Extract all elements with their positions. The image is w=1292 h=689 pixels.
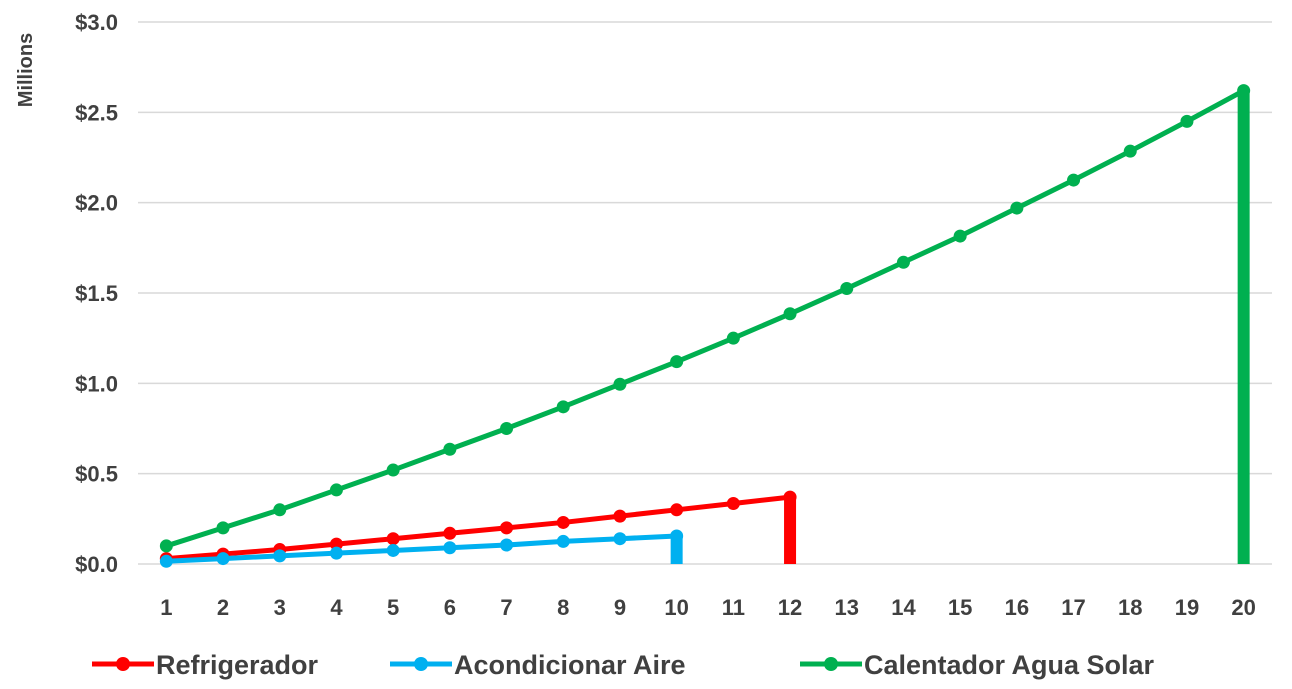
series-line (163, 88, 1247, 549)
legend: Refrigerador Acondicionar Aire Calentador … (92, 650, 1155, 680)
data-point (613, 377, 627, 391)
legend-swatch-marker (824, 657, 838, 671)
y-tick-label: $2.0 (75, 191, 118, 216)
y-tick-label: $1.0 (75, 371, 118, 396)
x-tick-label: 16 (1005, 595, 1029, 620)
data-point (670, 503, 684, 517)
x-tick-label: 10 (664, 595, 688, 620)
data-point (273, 549, 287, 563)
x-tick-label: 1 (160, 595, 172, 620)
series-3 (159, 84, 1251, 564)
data-point (443, 526, 457, 540)
legend-swatch-marker (414, 657, 428, 671)
y-tick-label: $1.5 (75, 281, 118, 306)
x-tick-label: 2 (217, 595, 229, 620)
legend-entry: Acondicionar Aire (390, 650, 686, 680)
data-point (500, 538, 514, 552)
data-point (329, 546, 343, 560)
data-point (216, 521, 230, 535)
data-point (726, 496, 740, 510)
series-2 (159, 529, 684, 568)
y-tick-label: $0.5 (75, 462, 118, 487)
data-point (329, 537, 343, 551)
legend-label: Acondicionar Aire (454, 650, 686, 680)
x-tick-label: 19 (1175, 595, 1199, 620)
data-point (783, 307, 797, 321)
y-tick-label: $0.0 (75, 552, 118, 577)
data-point (840, 281, 854, 295)
data-point (500, 521, 514, 535)
series-line (163, 494, 793, 562)
y-axis-tick-labels: $0.0 $0.5 $1.0 $1.5 $2.0 $2.5 $3.0 (75, 10, 118, 577)
x-tick-label: 8 (557, 595, 569, 620)
data-point (216, 552, 230, 566)
data-point (670, 529, 684, 543)
y-tick-label: $3.0 (75, 10, 118, 35)
data-point (1180, 114, 1194, 128)
x-tick-label: 12 (778, 595, 802, 620)
x-tick-label: 4 (330, 595, 343, 620)
x-tick-label: 13 (835, 595, 859, 620)
x-tick-label: 18 (1118, 595, 1142, 620)
data-point (556, 534, 570, 548)
x-axis-tick-labels: 1 2 3 4 5 6 7 8 9 10 11 12 13 14 15 16 17 18 19 20 (160, 595, 1256, 620)
y-tick-label: $2.5 (75, 100, 118, 125)
gridlines (138, 21, 1272, 565)
x-tick-label: 15 (948, 595, 972, 620)
data-point (613, 509, 627, 523)
legend-entry: Calentador Agua Solar (800, 650, 1155, 680)
data-point (159, 554, 173, 568)
x-tick-label: 14 (891, 595, 916, 620)
x-tick-label: 3 (274, 595, 286, 620)
data-point (613, 532, 627, 546)
x-tick-label: 9 (614, 595, 626, 620)
data-point (329, 483, 343, 497)
x-tick-label: 6 (444, 595, 456, 620)
x-tick-label: 7 (500, 595, 512, 620)
series-layer (159, 84, 1251, 568)
data-point (386, 463, 400, 477)
data-point (896, 255, 910, 269)
data-point (443, 541, 457, 555)
legend-swatch-marker (116, 657, 130, 671)
data-point (556, 515, 570, 529)
x-tick-label: 20 (1231, 595, 1255, 620)
series-1 (159, 490, 797, 566)
x-tick-label: 5 (387, 595, 399, 620)
data-point (1237, 84, 1251, 98)
data-point (500, 422, 514, 435)
data-point (386, 532, 400, 546)
data-point (726, 331, 740, 345)
data-point (953, 229, 967, 243)
data-point (556, 400, 570, 414)
data-point (670, 355, 684, 369)
y-axis-label: Millions (15, 33, 37, 107)
x-tick-label: 17 (1061, 595, 1085, 620)
data-point (1067, 173, 1081, 187)
legend-label: Refrigerador (156, 650, 319, 680)
series-line (163, 533, 680, 564)
data-point (443, 442, 457, 456)
data-point (1123, 144, 1137, 158)
data-point (1010, 201, 1024, 215)
data-point (783, 490, 797, 504)
data-point (386, 543, 400, 557)
legend-entry: Refrigerador (92, 650, 319, 680)
data-point (273, 503, 287, 517)
legend-label: Calentador Agua Solar (864, 650, 1155, 680)
data-point (159, 539, 173, 553)
x-tick-label: 11 (722, 595, 745, 620)
